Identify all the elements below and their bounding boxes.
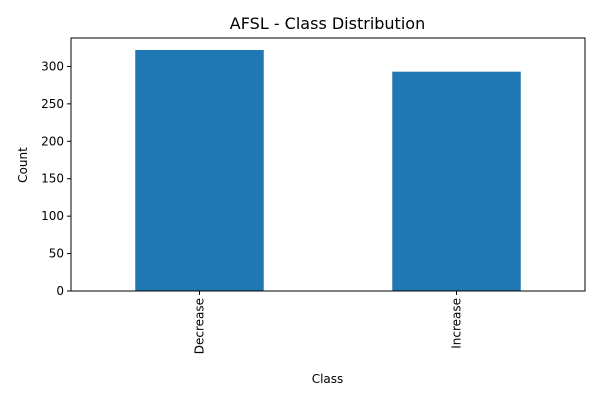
chart-title: AFSL - Class Distribution <box>230 14 425 33</box>
y-tick-label: 50 <box>49 247 64 261</box>
x-tick-label: Increase <box>450 298 464 349</box>
y-axis-label: Count <box>16 147 30 183</box>
y-tick-label: 250 <box>41 97 64 111</box>
x-tick-label: Decrease <box>193 298 207 354</box>
bar-decrease <box>135 49 264 291</box>
axes-frame <box>70 37 586 292</box>
y-tick-label: 150 <box>41 172 64 186</box>
x-axis-label: Class <box>312 372 344 386</box>
plot-area: Decrease Increase 0 50 100 150 200 250 300 <box>41 37 586 354</box>
y-tick-label: 100 <box>41 209 64 223</box>
y-tick-label: 200 <box>41 134 64 148</box>
y-tick-label: 300 <box>41 59 64 73</box>
bar-increase <box>392 71 521 291</box>
y-tick-label: 0 <box>56 284 64 298</box>
